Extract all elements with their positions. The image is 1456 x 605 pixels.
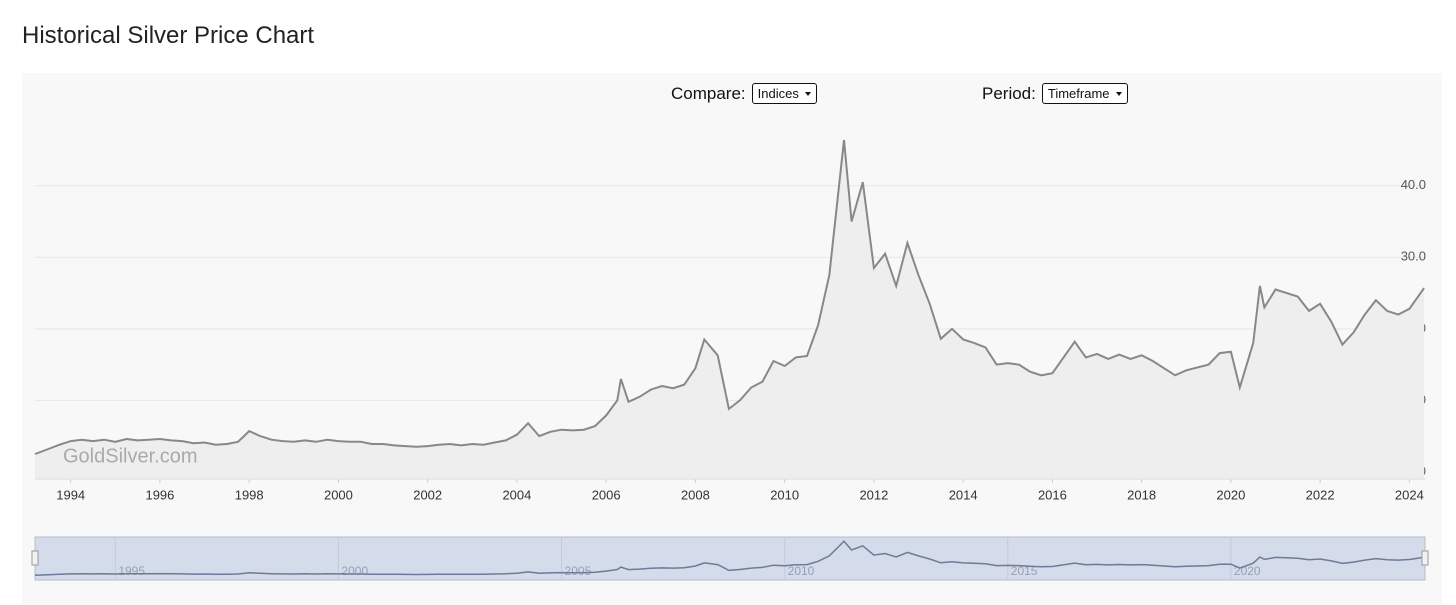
- period-control: Period: Timeframe: [982, 83, 1128, 104]
- compare-value: Indices: [757, 86, 799, 101]
- x-tick-label: 2008: [681, 487, 710, 502]
- x-tick-label: 2000: [324, 487, 353, 502]
- navigator-tick-label: 2000: [341, 564, 368, 578]
- x-tick-label: 2010: [770, 487, 799, 502]
- x-tick-label: 2006: [592, 487, 621, 502]
- x-tick-label: 1994: [56, 487, 85, 502]
- x-tick-label: 2020: [1216, 487, 1245, 502]
- navigator-tick-label: 1995: [118, 564, 145, 578]
- x-tick-label: 2024: [1395, 487, 1424, 502]
- x-tick-label: 2004: [502, 487, 531, 502]
- compare-control: Compare: Indices: [671, 83, 817, 104]
- x-tick-label: 2018: [1127, 487, 1156, 502]
- watermark: GoldSilver.com: [63, 445, 198, 467]
- chart-panel: [22, 73, 1442, 605]
- navigator-tick-label: 2015: [1011, 564, 1038, 578]
- navigator-tick-label: 2020: [1234, 564, 1261, 578]
- navigator-handle: [1421, 550, 1429, 566]
- compare-label: Compare:: [671, 83, 746, 103]
- x-tick-label: 1998: [235, 487, 264, 502]
- y-tick-label: 30.0: [1401, 249, 1426, 264]
- x-tick-label: 2016: [1038, 487, 1067, 502]
- x-tick-label: 2002: [413, 487, 442, 502]
- navigator-line: [34, 540, 1425, 577]
- compare-dropdown[interactable]: Indices: [751, 83, 817, 104]
- area-fill: [35, 140, 1425, 479]
- page-title: Historical Silver Price Chart: [22, 22, 315, 49]
- period-label: Period:: [982, 83, 1036, 103]
- x-tick-label: 1996: [145, 487, 174, 502]
- x-tick-label: 2022: [1306, 487, 1335, 502]
- period-value: Timeframe: [1047, 86, 1110, 101]
- navigator-tick-label: 2010: [788, 564, 815, 578]
- x-tick-label: 2014: [949, 487, 978, 502]
- navigator-tick-label: 2005: [565, 564, 592, 578]
- y-tick-label: 40.0: [1401, 177, 1426, 192]
- x-tick-label: 2012: [859, 487, 888, 502]
- price-line: [34, 139, 1425, 455]
- navigator-handle: [31, 550, 39, 566]
- period-dropdown[interactable]: Timeframe: [1041, 83, 1128, 104]
